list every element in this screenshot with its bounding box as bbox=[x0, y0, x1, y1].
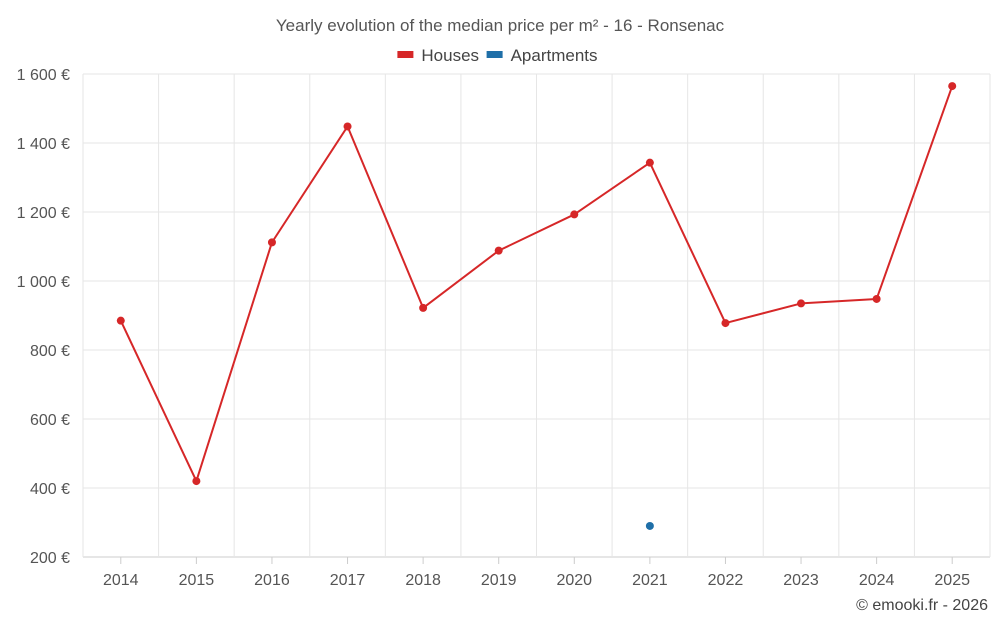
houses-point[interactable] bbox=[419, 303, 428, 312]
houses-point[interactable] bbox=[645, 158, 654, 167]
x-tick-label: 2017 bbox=[330, 572, 366, 589]
houses-point[interactable] bbox=[192, 477, 201, 486]
houses-point[interactable] bbox=[797, 299, 806, 308]
houses-point[interactable] bbox=[343, 122, 352, 131]
legend-label-apartments[interactable]: Apartments bbox=[511, 46, 598, 65]
x-tick-label: 2018 bbox=[405, 572, 441, 589]
houses-point[interactable] bbox=[721, 319, 730, 328]
legend[interactable]: Houses Apartments bbox=[397, 46, 598, 65]
grid-lines bbox=[82, 73, 991, 558]
x-tick-label: 2022 bbox=[708, 572, 744, 589]
houses-point[interactable] bbox=[872, 294, 881, 303]
x-tick-label: 2014 bbox=[103, 572, 139, 589]
y-tick-label: 200 € bbox=[30, 550, 70, 567]
y-tick-label: 1 400 € bbox=[17, 136, 70, 153]
x-tick-label: 2015 bbox=[179, 572, 215, 589]
legend-label-houses[interactable]: Houses bbox=[421, 46, 479, 65]
y-tick-label: 400 € bbox=[30, 481, 70, 498]
chart-title: Yearly evolution of the median price per… bbox=[276, 16, 725, 35]
houses-point[interactable] bbox=[948, 82, 957, 91]
houses-point[interactable] bbox=[494, 246, 503, 255]
x-tick-label: 2023 bbox=[783, 572, 819, 589]
y-tick-label: 1 600 € bbox=[17, 67, 70, 84]
x-tick-label: 2016 bbox=[254, 572, 290, 589]
x-tick-label: 2019 bbox=[481, 572, 517, 589]
x-axis: 2014 2015 2016 2017 2018 2019 2020 2021 2022 2023… bbox=[103, 557, 970, 589]
apartments-point[interactable] bbox=[645, 521, 654, 530]
x-tick-label: 2025 bbox=[934, 572, 970, 589]
y-tick-label: 1 000 € bbox=[17, 274, 70, 291]
legend-swatch-houses[interactable] bbox=[397, 51, 414, 58]
credit-text: © emooki.fr - 2026 bbox=[856, 597, 988, 614]
y-tick-label: 1 200 € bbox=[17, 205, 70, 222]
houses-line bbox=[119, 85, 954, 483]
houses-point[interactable] bbox=[267, 238, 276, 247]
legend-swatch-apartments[interactable] bbox=[486, 51, 503, 58]
series-layer bbox=[116, 82, 957, 530]
houses-point[interactable] bbox=[116, 316, 125, 325]
x-tick-label: 2024 bbox=[859, 572, 895, 589]
y-axis: 200 € 400 € 600 € 800 € 1 000 € 1 200 € 1 400 … bbox=[17, 67, 70, 567]
x-tick-label: 2021 bbox=[632, 572, 668, 589]
y-tick-label: 600 € bbox=[30, 412, 70, 429]
x-tick-label: 2020 bbox=[556, 572, 592, 589]
y-tick-label: 800 € bbox=[30, 343, 70, 360]
houses-point[interactable] bbox=[570, 210, 579, 219]
